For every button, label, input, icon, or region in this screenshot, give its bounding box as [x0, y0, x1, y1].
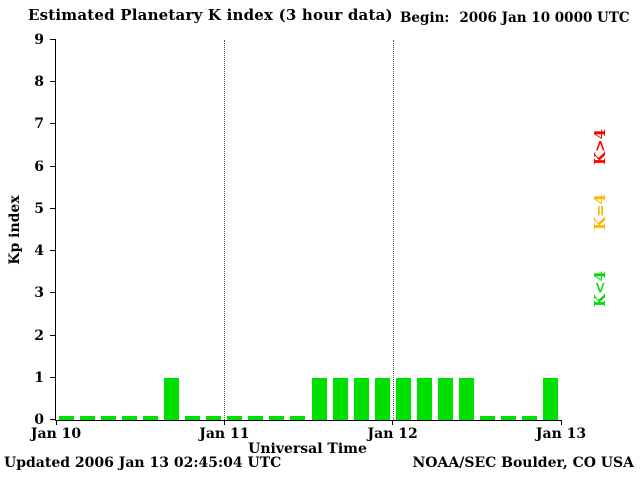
kp-bar — [269, 416, 285, 420]
x-tick-label: Jan 10 — [30, 426, 82, 442]
kp-bar — [206, 416, 222, 420]
y-tick — [50, 292, 56, 294]
y-tick-label: 8 — [34, 74, 44, 91]
kp-bar — [332, 377, 348, 420]
legend-k-eq-4: K=4 — [591, 193, 609, 231]
plot-area: 0 1 2 3 4 5 6 7 8 9 Jan 10 Jan 11 Jan 12 Jan 13 — [31, 32, 586, 442]
begin-value: 2006 Jan 10 0000 UTC — [459, 10, 630, 26]
begin-info: Begin: 2006 Jan 10 0000 UTC — [400, 10, 630, 26]
kp-bar — [227, 416, 243, 420]
kp-bar — [353, 377, 369, 420]
kp-bar — [458, 377, 474, 420]
y-tick-label: 0 — [34, 412, 44, 428]
kp-bar — [248, 416, 264, 420]
x-tick-label: Jan 12 — [367, 426, 418, 442]
y-tick-label: 1 — [34, 369, 44, 386]
kp-bar — [437, 377, 453, 420]
kp-bar — [59, 416, 75, 420]
y-tick — [50, 81, 56, 83]
x-tick — [223, 420, 225, 425]
kp-bar — [101, 416, 117, 420]
source-credit: NOAA/SEC Boulder, CO USA — [412, 455, 635, 471]
y-tick-label: 7 — [34, 116, 44, 133]
kp-bar — [500, 416, 516, 420]
legend-k-lt-4: K<4 — [591, 270, 609, 308]
x-tick-label: Jan 11 — [199, 426, 250, 442]
y-tick — [50, 39, 56, 40]
kp-bar — [479, 416, 495, 420]
kp-bar — [521, 416, 537, 420]
y-tick-label: 9 — [34, 32, 44, 48]
x-tick — [392, 420, 394, 425]
y-tick — [50, 165, 56, 167]
kp-bar — [185, 416, 201, 420]
legend-k-gt-4: K>4 — [591, 128, 609, 166]
y-tick — [50, 207, 56, 209]
y-tick-label: 6 — [34, 158, 44, 175]
y-tick — [50, 123, 56, 125]
kp-bar — [395, 377, 411, 420]
kp-bar — [542, 377, 558, 420]
chart-title: Estimated Planetary K index (3 hour data… — [28, 6, 393, 24]
y-tick — [50, 334, 56, 336]
x-tick — [55, 420, 57, 425]
y-tick — [50, 250, 56, 252]
kp-bar — [143, 416, 159, 420]
kp-bar — [416, 377, 432, 420]
day-gridline — [392, 40, 394, 420]
updated-timestamp: Updated 2006 Jan 13 02:45:04 UTC — [4, 455, 282, 471]
kp-bar — [80, 416, 96, 420]
y-tick — [50, 419, 56, 420]
y-tick — [50, 376, 56, 378]
begin-label: Begin: — [400, 10, 450, 26]
day-gridline — [224, 40, 226, 420]
kp-bar — [374, 377, 390, 420]
x-tick — [560, 420, 562, 425]
kp-bar — [311, 377, 327, 420]
x-axis-title: Universal Time — [248, 441, 367, 457]
kp-bar — [122, 416, 138, 420]
y-tick-label: 4 — [34, 243, 44, 260]
kp-bar — [164, 377, 180, 420]
y-tick-label: 3 — [34, 285, 44, 302]
kp-bar — [290, 416, 306, 420]
y-tick-label: 5 — [34, 200, 44, 217]
x-tick-label: Jan 13 — [535, 426, 587, 442]
y-tick-label: 2 — [34, 327, 44, 344]
